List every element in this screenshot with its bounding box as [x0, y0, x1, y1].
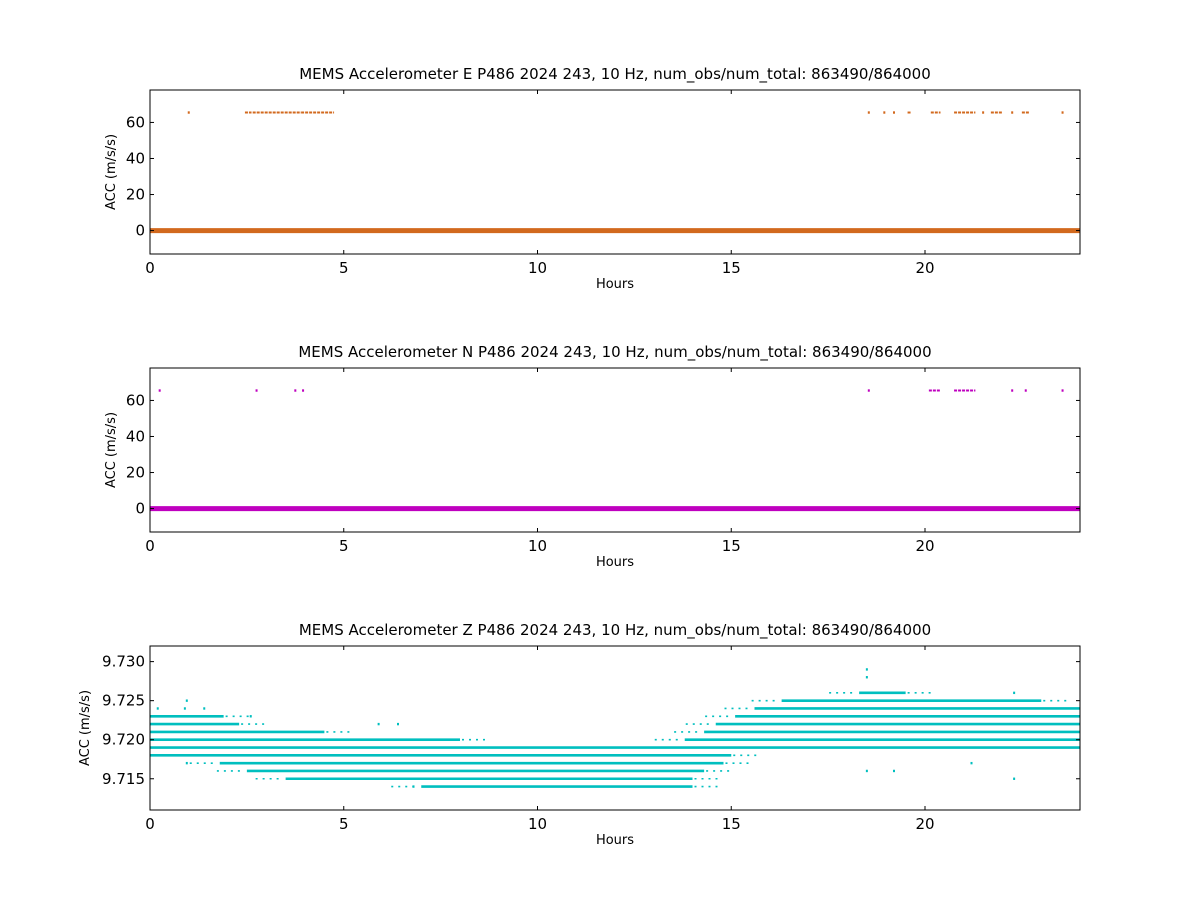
y-tick-label: 9.715 [102, 770, 145, 788]
outlier-point [1011, 111, 1014, 114]
outlier-point [982, 111, 985, 114]
outlier-point [865, 676, 868, 679]
x-tick-label: 15 [722, 537, 741, 555]
outlier-point [156, 707, 159, 710]
plot-area [150, 389, 1080, 512]
x-axis-label: Hours [596, 277, 634, 292]
x-axis-label: Hours [596, 833, 634, 848]
x-tick-label: 10 [528, 815, 547, 833]
outlier-point [865, 668, 868, 671]
subplot-1: 0 5 10 15 20 0 20 40 60 MEMS Accelerometer N P486… [104, 343, 1081, 570]
outlier-point [893, 111, 895, 114]
outlier-point [249, 715, 252, 718]
y-tick-label: 0 [135, 222, 145, 240]
outlier-point [1061, 111, 1064, 114]
outlier-point [377, 722, 380, 726]
x-tick-label: 15 [722, 259, 741, 277]
outlier-point [397, 722, 399, 726]
x-tick-label: 20 [915, 537, 934, 555]
y-tick-label: 40 [126, 149, 145, 167]
outlier-point [867, 389, 870, 392]
x-tick-label: 0 [145, 259, 155, 277]
outlier-point [158, 389, 161, 392]
outlier-point [302, 389, 305, 392]
chart-title: MEMS Accelerometer E P486 2024 243, 10 H… [299, 65, 931, 84]
x-tick-label: 0 [145, 537, 155, 555]
outlier-point [867, 111, 870, 114]
y-tick-label: 40 [126, 427, 145, 445]
outlier-point [865, 769, 868, 773]
x-tick-label: 5 [339, 259, 349, 277]
outlier-point [294, 389, 297, 392]
outlier-point [970, 761, 973, 765]
outlier-point [1013, 777, 1016, 780]
outlier-point [1061, 389, 1064, 392]
outlier-point [412, 785, 415, 788]
outlier-point [185, 699, 188, 702]
outlier-point [1024, 389, 1027, 392]
axes-frame [149, 89, 1081, 255]
chart-title: MEMS Accelerometer N P486 2024 243, 10 H… [298, 343, 931, 362]
outlier-point [185, 761, 188, 765]
chart-title: MEMS Accelerometer Z P486 2024 243, 10 H… [299, 621, 931, 640]
x-axis-label: Hours [596, 555, 634, 570]
y-tick-label: 20 [126, 186, 145, 204]
y-axis-label: ACC (m/s/s) [104, 134, 119, 210]
outlier-point [893, 769, 895, 773]
outlier-point [1011, 389, 1014, 392]
y-tick-label: 9.725 [102, 692, 145, 710]
subplot-2: 0 5 10 15 20 9.715 9.720 9.725 9.730 MEMS Acceler… [78, 621, 1081, 848]
x-tick-label: 5 [339, 537, 349, 555]
outlier-point [183, 707, 186, 710]
outlier-point [203, 707, 206, 710]
y-tick-label: 0 [135, 500, 145, 518]
axes-frame [149, 367, 1081, 533]
y-tick-label: 9.730 [102, 653, 145, 671]
x-tick-label: 10 [528, 537, 547, 555]
x-tick-label: 10 [528, 259, 547, 277]
axes-frame [149, 645, 1081, 811]
y-tick-label: 60 [126, 391, 145, 409]
x-tick-label: 5 [339, 815, 349, 833]
y-tick-label: 9.720 [102, 731, 145, 749]
y-tick-label: 20 [126, 464, 145, 482]
outlier-point [883, 111, 886, 114]
y-tick-label: 60 [126, 113, 145, 131]
subplot-0: 0 5 10 15 20 0 20 40 60 MEMS Accelerometer E P486… [104, 65, 1081, 292]
x-tick-label: 15 [722, 815, 741, 833]
x-tick-label: 0 [145, 815, 155, 833]
plot-area [150, 668, 1080, 788]
y-axis-label: ACC (m/s/s) [104, 412, 119, 488]
outlier-point [255, 389, 258, 392]
outlier-point [1013, 691, 1016, 695]
y-axis-label: ACC (m/s/s) [78, 690, 93, 766]
plot-area [150, 111, 1080, 234]
x-tick-label: 20 [915, 259, 934, 277]
outlier-point [187, 111, 190, 114]
x-tick-label: 20 [915, 815, 934, 833]
